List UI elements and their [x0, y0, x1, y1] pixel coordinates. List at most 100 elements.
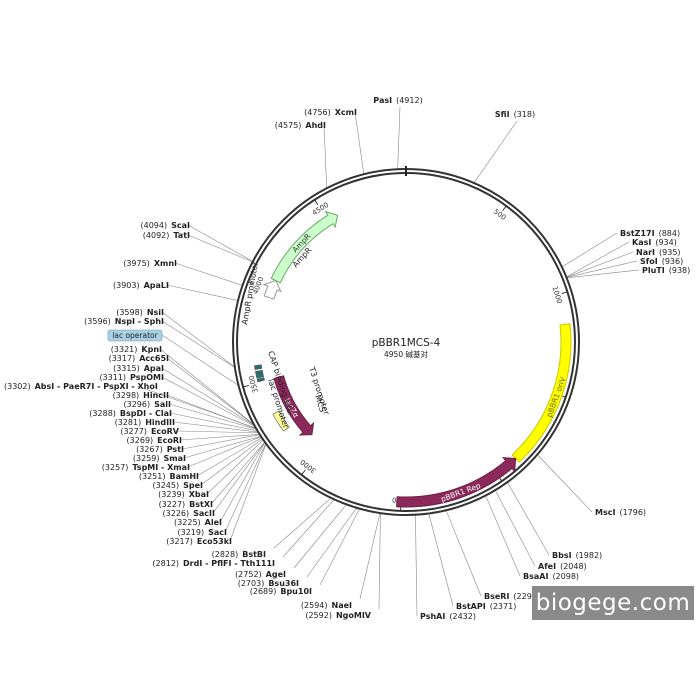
tick-label: 500 [492, 208, 508, 222]
leader-line [494, 490, 536, 567]
tick-mark [242, 384, 250, 388]
tick-label: 1000 [550, 285, 563, 304]
site-label: PshAI (2432) [420, 612, 476, 621]
leader-line [282, 499, 335, 558]
leader-line [359, 512, 381, 600]
site-label: (2812) DrdI - PflFI - Tth111I [152, 559, 275, 568]
small-feature-lac-operator [256, 377, 265, 383]
site-label: (3257) TspMI - XmaI [102, 463, 190, 472]
leader-line [566, 269, 640, 279]
site-label: BsaAI (2098) [523, 572, 579, 581]
site-label: (3975) XmnI [123, 259, 177, 268]
site-leader-lines [136, 106, 640, 617]
leader-line [210, 441, 266, 505]
site-label: (4575) AhdI [275, 121, 326, 130]
site-label: (3298) HincII [113, 391, 169, 400]
leader-line [428, 513, 454, 607]
leader-line [566, 241, 630, 278]
site-label: SfoI (936) [640, 257, 683, 266]
site-label: (3596) NspI - SphI [84, 317, 164, 326]
leader-line [181, 434, 260, 450]
leader-line [187, 234, 253, 263]
site-label: (3227) BstXI [159, 500, 213, 509]
site-label: AfeI (2048) [538, 562, 587, 571]
site-label: (3225) AleI [174, 518, 222, 527]
feature-lacz- [273, 375, 315, 436]
leader-line [212, 441, 266, 514]
site-label: BstZ17I (884) [620, 229, 680, 238]
small-feature-lac-promoter [255, 369, 264, 379]
leader-line [169, 412, 258, 432]
site-label: MscI (1796) [595, 508, 646, 517]
leader-line [378, 513, 381, 610]
leader-line [174, 262, 243, 286]
site-label: (4094) ScaI [141, 221, 191, 230]
leader-line [507, 482, 550, 556]
lac-operator-box [107, 329, 163, 342]
small-feature-mcs [272, 410, 290, 432]
leader-line [306, 507, 357, 578]
leader-line [561, 232, 618, 268]
leader-line [273, 497, 332, 549]
site-label: (3598) NsiI [116, 308, 164, 317]
leader-line [159, 348, 255, 425]
site-label: (2752) AgeI [235, 570, 286, 579]
site-label: (3288) BspDI - ClaI [89, 409, 172, 418]
leader-line [415, 514, 418, 617]
site-label: (2828) BstBI [212, 550, 266, 559]
leader-line [161, 367, 255, 426]
site-label: BstAPI (2371) [456, 602, 516, 611]
small-feature-blocks [254, 364, 290, 432]
tick-mark [561, 291, 568, 295]
leader-line [166, 357, 255, 426]
leader-line [445, 510, 482, 597]
leader-line [187, 436, 262, 468]
site-label: (4756) XcmI [304, 108, 357, 117]
site-label: (3302) AbsI - PaeR7I - PspXI - XhoI [4, 382, 158, 391]
leader-line [200, 438, 263, 486]
site-label: (2689) Bpu10I [250, 587, 312, 596]
tick-label: 3000 [299, 458, 318, 475]
site-label: (2592) NgoMIV [305, 611, 371, 620]
small-feature-cap-binding-site [254, 364, 263, 370]
site-label: (3277) EcoRV [120, 427, 179, 436]
leader-line [323, 124, 328, 189]
leader-line [219, 442, 266, 523]
site-label: (3321) KpnI [111, 345, 162, 354]
leader-line [566, 260, 638, 278]
leader-line [176, 430, 259, 434]
site-label: (3317) Acc65I [109, 354, 169, 363]
leader-line [229, 443, 267, 542]
leader-line [293, 504, 347, 569]
leader-line [397, 106, 401, 170]
leader-line [319, 508, 360, 586]
site-label: (3226) SacII [163, 509, 215, 518]
site-label: (3267) PstI [136, 445, 184, 454]
site-label: (3281) HindIII [115, 418, 175, 427]
site-label: PluTI (938) [642, 266, 690, 275]
plasmid-size: 4950 碱基对 [384, 349, 428, 359]
site-label: (3251) BamHI [139, 472, 199, 481]
site-label: (4092) TatI [143, 231, 190, 240]
site-label: (3219) SacI [178, 528, 228, 537]
leader-line [168, 403, 257, 430]
site-label: (2594) NaeI [301, 601, 352, 610]
site-label: (3239) XbaI [158, 490, 209, 499]
leader-line [206, 439, 264, 495]
site-label: (3296) SalI [124, 400, 172, 409]
leader-line [161, 320, 236, 368]
leader-line [172, 421, 259, 433]
leader-line [566, 251, 634, 278]
lac-operator-label: lac operator [112, 331, 158, 340]
leader-line [224, 443, 267, 533]
leader-line [179, 434, 260, 441]
feature-pbbr1-rep [396, 457, 517, 508]
leader-line [473, 120, 518, 184]
leader-line [354, 111, 365, 175]
site-label: (3245) SpeI [153, 481, 204, 490]
site-label: (3315) ApaI [113, 364, 164, 373]
site-label: BbsI (1982) [552, 551, 602, 560]
site-label: (3311) PspOMI [99, 373, 164, 382]
site-label: SfiI (318) [495, 110, 535, 119]
